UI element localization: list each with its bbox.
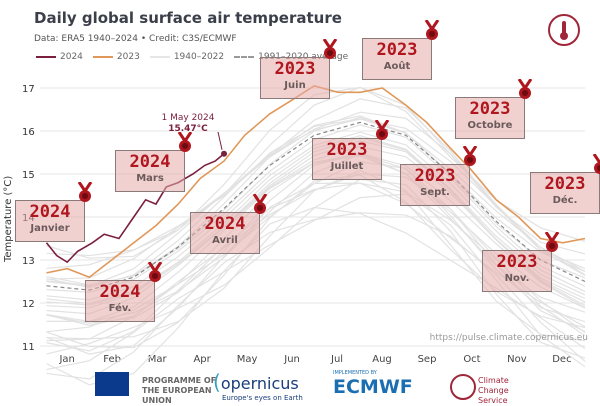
- footer-logos: PROGRAMME OF THE EUROPEAN UNION (opernic…: [0, 370, 600, 406]
- x-tick-label: Sep: [418, 354, 437, 365]
- medal-icon: [77, 181, 93, 204]
- record-label-6: 2023 Août: [362, 38, 432, 80]
- c3s-icon: [450, 374, 476, 400]
- record-month: Nov.: [504, 273, 530, 284]
- annotation-leader: [217, 131, 223, 150]
- historical-line: [46, 86, 586, 257]
- record-year: 2024: [204, 214, 246, 234]
- ecmwf-logo: ECMWF: [333, 376, 413, 398]
- record-month: Déc.: [552, 195, 578, 206]
- implemented-by: IMPLEMENTED BY: [333, 370, 377, 376]
- series-line-1991–2020 average: [46, 121, 586, 291]
- y-tick-label: 17: [22, 84, 35, 95]
- chart-subtitle: Data: ERA5 1940–2024 • Credit: C3S/ECMWF: [34, 34, 237, 44]
- record-label-9: 2023 Nov.: [482, 250, 552, 292]
- x-tick-label: Aug: [372, 354, 392, 365]
- x-tick-label: Jul: [330, 354, 343, 365]
- record-year: 2023: [469, 99, 511, 119]
- x-tick-label: Mar: [148, 354, 168, 365]
- legend-2023: 2023: [92, 52, 140, 62]
- y-tick-label: 15: [22, 170, 35, 181]
- y-tick-label: 13: [22, 256, 35, 267]
- historical-line: [46, 111, 586, 280]
- record-label-10: 2023 Déc.: [530, 172, 600, 214]
- medal-icon: [322, 38, 338, 61]
- record-label-4: 2023 Juin: [260, 57, 330, 99]
- c3s-text: Climate Change Service: [478, 376, 509, 405]
- medal-icon: [592, 153, 600, 176]
- y-tick-label: 12: [22, 299, 35, 310]
- record-year: 2023: [544, 174, 586, 194]
- medal-icon: [177, 131, 193, 154]
- record-year: 2024: [99, 282, 141, 302]
- copernicus-logo: (opernicus: [213, 370, 299, 394]
- medal-icon: [462, 145, 478, 168]
- medal-icon: [147, 261, 163, 284]
- record-year: 2023: [496, 252, 538, 272]
- record-year: 2024: [29, 202, 71, 222]
- x-tick-label: Jan: [58, 354, 74, 365]
- legend-2024: 2024: [36, 52, 83, 62]
- record-year: 2023: [326, 140, 368, 160]
- medal-icon: [517, 78, 533, 101]
- x-tick-label: Feb: [103, 354, 121, 365]
- y-tick-label: 16: [22, 127, 35, 138]
- record-year: 2024: [129, 152, 171, 172]
- historical-line: [46, 178, 586, 359]
- last-point-marker: [221, 150, 228, 157]
- y-tick-label: 11: [22, 342, 35, 353]
- record-month: Juillet: [330, 161, 364, 172]
- historical-line: [46, 115, 586, 286]
- record-month: Janvier: [30, 223, 70, 234]
- record-month: Mars: [136, 173, 164, 184]
- record-month: Avril: [212, 235, 238, 246]
- eu-programme-text: PROGRAMME OF THE EUROPEAN UNION: [142, 376, 217, 405]
- record-month: Fév.: [108, 303, 132, 314]
- annotation-date: 1 May 2024: [162, 113, 215, 123]
- x-tick-label: Dec: [552, 354, 571, 365]
- legend-history: 1940–2022: [149, 52, 224, 62]
- record-label-3: 2024 Avril: [190, 212, 260, 254]
- x-tick-label: Apr: [193, 354, 211, 365]
- x-tick-label: May: [237, 354, 258, 365]
- climate-logo: [548, 14, 580, 46]
- record-month: Juin: [284, 80, 306, 91]
- record-year: 2023: [414, 166, 456, 186]
- record-month: Sept.: [420, 187, 450, 198]
- medal-icon: [374, 119, 390, 142]
- x-tick-label: Jun: [283, 354, 300, 365]
- x-tick-label: Oct: [463, 354, 480, 365]
- record-label-2: 2024 Mars: [115, 150, 185, 192]
- medal-icon: [544, 231, 560, 254]
- chart-title: Daily global surface air temperature: [34, 9, 342, 27]
- x-tick-label: Nov: [507, 354, 527, 365]
- record-month: Octobre: [467, 120, 513, 131]
- record-year: 2023: [274, 59, 316, 79]
- record-label-0: 2024 Janvier: [15, 200, 85, 242]
- y-axis-label: Temperature (°C): [3, 175, 14, 262]
- record-label-5: 2023 Juillet: [312, 138, 382, 180]
- record-label-7: 2023 Sept.: [400, 164, 470, 206]
- record-year: 2023: [376, 40, 418, 60]
- eu-flag-icon: [95, 372, 129, 396]
- copernicus-tagline: Europe's eyes on Earth: [222, 394, 303, 402]
- annotation-value: 15.47°C: [168, 124, 208, 134]
- series-line-2024: [45, 153, 225, 264]
- medal-icon: [424, 19, 440, 42]
- record-month: Août: [383, 61, 411, 72]
- source-url[interactable]: https://pulse.climate.copernicus.eu: [429, 333, 588, 343]
- medal-icon: [252, 193, 268, 216]
- record-label-8: 2023 Octobre: [455, 97, 525, 139]
- record-label-1: 2024 Fév.: [85, 280, 155, 322]
- historical-line: [46, 118, 586, 289]
